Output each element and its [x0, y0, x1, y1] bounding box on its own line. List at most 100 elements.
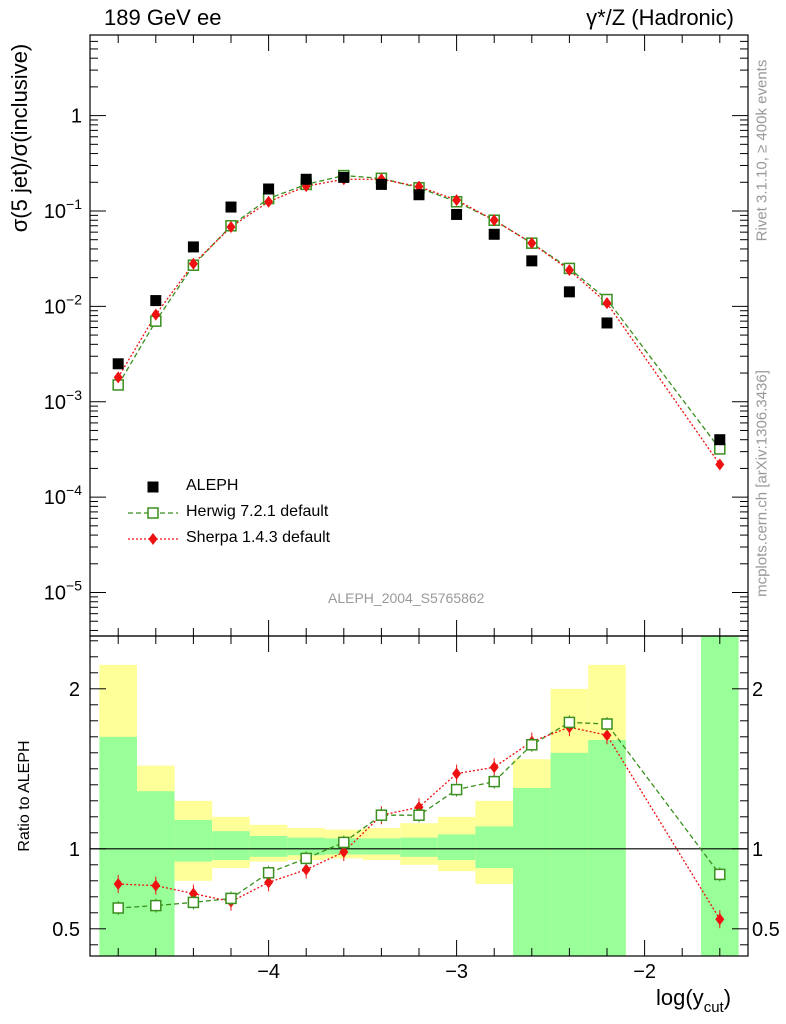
x-axis-label-main: log(y: [656, 985, 704, 1010]
sherpa-ratio-point: [339, 846, 349, 858]
aleph-data-point: [563, 286, 575, 298]
ratio-band-inner: [550, 752, 589, 956]
sherpa-ratio-point: [113, 878, 123, 890]
sherpa-ratio-point: [452, 767, 462, 780]
ratio-y-tick-label-left: 0.5: [52, 919, 80, 941]
aleph-data-point: [263, 183, 275, 195]
x-axis-label-close: ): [723, 985, 732, 1010]
herwig-ratio-point: [413, 809, 425, 821]
sherpa-ratio-point: [151, 879, 161, 892]
legend-label-data: ALEPH: [186, 477, 239, 494]
sherpa-ratio-point: [602, 729, 612, 742]
herwig-ratio-point: [375, 809, 388, 821]
sherpa-ratio-point: [489, 761, 499, 774]
aleph-data-point: [300, 173, 312, 185]
herwig-ratio-point: [488, 775, 500, 788]
aleph-data-point: [526, 255, 538, 267]
main-y-tick-label: 10−4: [44, 482, 82, 509]
ratio-band-inner: [701, 636, 739, 956]
herwig-line-main: [117, 174, 721, 450]
ratio-band-inner: [137, 791, 175, 956]
sherpa-ratio-point: [264, 876, 274, 889]
main-y-tick-label: 1: [71, 106, 82, 128]
aleph-data-point: [601, 317, 613, 329]
sherpa-point: [113, 371, 123, 384]
ratio-band-inner: [437, 834, 476, 860]
sherpa-point: [151, 308, 161, 321]
x-tick-label: −4: [257, 961, 280, 983]
aleph-data-point: [150, 295, 162, 307]
aleph-data-point: [375, 178, 387, 190]
herwig-ratio-point: [601, 718, 613, 730]
sherpa-point: [489, 214, 499, 227]
sherpa-point: [264, 195, 274, 208]
ratio-band-inner: [212, 831, 250, 860]
sherpa-ratio-point: [301, 863, 311, 876]
herwig-ratio-point: [262, 867, 275, 879]
sherpa-point: [564, 264, 574, 277]
ratio-y-tick-label-right: 0.5: [752, 919, 780, 941]
analysis-watermark: ALEPH_2004_S5765862: [328, 590, 485, 606]
sherpa-line-ratio: [118, 726, 721, 920]
ratio-band-inner: [249, 836, 288, 857]
herwig-ratio-point: [450, 783, 463, 796]
rivet-version-label: Rivet 3.1.10, ≥ 400k events: [753, 59, 771, 242]
ratio-band-inner: [475, 826, 513, 868]
herwig-ratio-point: [338, 836, 350, 849]
aleph-data-point: [714, 434, 726, 446]
header-left-title: 189 GeV ee: [104, 5, 222, 30]
sherpa-ratio-point: [715, 913, 725, 926]
aleph-data-point: [413, 189, 425, 201]
y-axis-label-ratio: Ratio to ALEPH: [16, 740, 33, 852]
herwig-ratio-point: [112, 902, 124, 914]
ratio-band-inner: [99, 736, 137, 956]
ratio-y-tick-label-left: 2: [69, 679, 80, 701]
x-axis-label-sub: cut: [703, 999, 724, 1016]
ratio-band-inner: [174, 820, 213, 862]
legend-label-sherpa: Sherpa 1.4.3 default: [186, 529, 331, 546]
herwig-line-ratio: [118, 721, 721, 909]
ratio-band-inner: [287, 837, 325, 856]
aleph-data-point: [338, 171, 350, 183]
header-right-title: γ*/Z (Hadronic): [586, 5, 734, 30]
legend-marker-sherpa: [148, 533, 158, 545]
herwig-ratio-point: [225, 892, 237, 905]
main-y-tick-label: 10−1: [44, 196, 82, 223]
mcplots-label: mcplots.cern.ch [arXiv:1306.3436]: [753, 370, 771, 597]
sherpa-line-main: [117, 178, 721, 465]
sherpa-point: [452, 194, 462, 207]
aleph-data-point: [488, 228, 500, 240]
legend-label-herwig: Herwig 7.2.1 default: [186, 503, 329, 520]
sherpa-point: [602, 297, 612, 310]
ratio-y-tick-label-right: 1: [752, 839, 763, 861]
aleph-data-point: [187, 241, 199, 253]
herwig-ratio-point: [187, 896, 200, 909]
aleph-data-point: [451, 208, 463, 220]
x-axis-label: log(ycut): [656, 985, 732, 1016]
main-y-tick-label: 10−3: [44, 387, 82, 414]
herwig-ratio-point: [300, 852, 312, 865]
herwig-ratio-point: [150, 899, 162, 912]
ratio-y-tick-label-left: 1: [69, 839, 80, 861]
legend-marker-data: [147, 481, 159, 493]
herwig-point: [714, 443, 726, 455]
ratio-band-inner: [513, 788, 551, 956]
aleph-data-point: [225, 201, 237, 213]
ratio-band-inner: [362, 838, 401, 855]
sherpa-ratio-point: [188, 887, 198, 900]
ratio-band-inner: [588, 740, 626, 956]
ratio-band-inner: [400, 837, 438, 857]
ratio-y-tick-label-right: 2: [752, 679, 763, 701]
main-y-tick-label: 10−2: [44, 291, 82, 318]
x-tick-label: −3: [445, 961, 468, 983]
sherpa-point: [226, 220, 236, 233]
aleph-data-point: [112, 358, 124, 370]
herwig-ratio-point: [714, 868, 726, 881]
legend-marker-herwig: [147, 507, 159, 519]
main-y-tick-label: 10−5: [44, 578, 82, 605]
x-tick-label: −2: [633, 961, 656, 983]
herwig-ratio-point: [526, 739, 538, 751]
herwig-ratio-point: [563, 716, 576, 729]
sherpa-point: [527, 237, 537, 250]
